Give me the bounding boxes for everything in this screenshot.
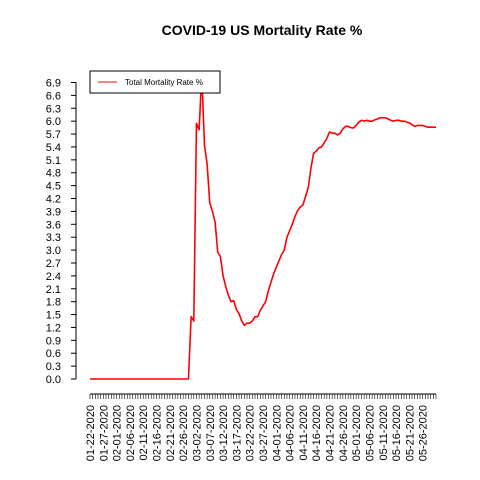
y-tick-label: 4.2 [46, 194, 61, 206]
legend-box [89, 70, 221, 94]
x-tick-label: 02-26-2020 [178, 405, 190, 461]
x-tick-label: 04-06-2020 [285, 405, 297, 461]
x-tick-label: 02-11-2020 [138, 405, 150, 460]
y-tick-label: 4.5 [46, 181, 61, 193]
y-tick-label: 1.2 [46, 322, 61, 334]
chart-title: COVID-19 US Mortality Rate % [162, 22, 363, 38]
x-axis: 01-22-2020 01-27-2020 02-01-2020 02-06-2020… [85, 393, 437, 461]
x-tick-label: 04-26-2020 [338, 405, 350, 461]
x-tick-label: 03-27-2020 [258, 405, 270, 461]
y-tick-label: 1.8 [46, 297, 61, 309]
series-line-total-mortality-rate [90, 73, 436, 380]
y-tick-label: 5.7 [46, 129, 61, 141]
x-tick-label: 05-06-2020 [364, 405, 376, 461]
y-tick-label: 1.5 [46, 310, 61, 322]
x-tick-label: 04-11-2020 [298, 405, 310, 460]
y-tick-label: 6.3 [46, 103, 61, 115]
x-tick-label: 05-26-2020 [418, 405, 430, 461]
y-tick-label: 6.9 [46, 78, 61, 90]
y-tick-label: 3.9 [46, 206, 61, 218]
y-tick-label: 0.0 [46, 374, 61, 386]
y-tick-label: 0.3 [46, 361, 61, 373]
x-tick-label: 03-17-2020 [231, 405, 243, 461]
x-tick-label: 04-21-2020 [325, 405, 337, 461]
x-tick-label: 02-01-2020 [112, 405, 124, 461]
x-tick-label: 02-16-2020 [152, 405, 164, 461]
y-tick-label: 2.7 [46, 258, 61, 270]
y-axis: 0.00.30.60.91.21.51.82.12.42.73.03.33.63… [46, 78, 77, 386]
x-tick-label: 04-16-2020 [311, 405, 323, 461]
x-tick-label: 01-27-2020 [98, 405, 110, 461]
x-tick-label: 05-16-2020 [391, 405, 403, 461]
x-tick-label: 03-12-2020 [218, 405, 230, 461]
y-tick-label: 6.6 [46, 90, 61, 102]
legend-entry: Total Mortality Rate % [125, 78, 203, 87]
x-tick-label: 02-06-2020 [125, 405, 137, 461]
x-tick-label: 03-22-2020 [245, 405, 257, 461]
y-tick-label: 3.0 [46, 245, 61, 257]
x-tick-label: 01-22-2020 [85, 405, 97, 461]
y-tick-label: 2.4 [46, 271, 61, 283]
y-tick-label: 0.9 [46, 335, 61, 347]
x-tick-label: 04-01-2020 [271, 405, 283, 461]
x-tick-label: 05-11-2020 [378, 405, 390, 460]
x-tick-label: 05-01-2020 [351, 405, 363, 461]
y-tick-label: 0.6 [46, 348, 61, 360]
y-tick-label: 4.8 [46, 168, 61, 180]
y-tick-label: 2.1 [46, 284, 61, 296]
x-tick-label: 03-02-2020 [191, 405, 203, 461]
y-tick-label: 5.1 [46, 155, 61, 167]
x-tick-label: 02-21-2020 [165, 405, 177, 461]
legend: Total Mortality Rate % [89, 70, 221, 94]
y-tick-label: 6.0 [46, 116, 61, 128]
x-tick-label: 05-21-2020 [404, 405, 416, 461]
series-group [90, 73, 436, 380]
y-tick-label: 3.6 [46, 219, 61, 231]
y-tick-label: 5.4 [46, 142, 61, 154]
y-tick-label: 3.3 [46, 232, 61, 244]
x-tick-label: 03-07-2020 [205, 405, 217, 461]
